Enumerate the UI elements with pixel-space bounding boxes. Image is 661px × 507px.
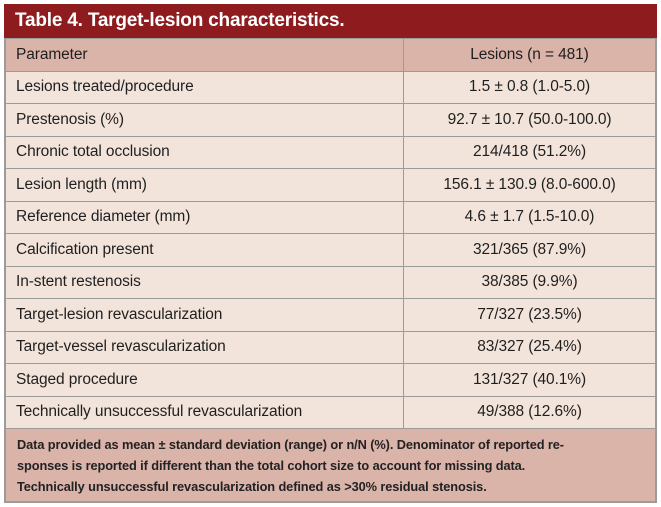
- value-cell: 38/385 (9.9%): [481, 273, 578, 291]
- table-row: Calcification present 321/365 (87.9%): [6, 234, 655, 267]
- table-row: Staged procedure 131/327 (40.1%): [6, 364, 655, 397]
- table-footnote: Data provided as mean ± standard deviati…: [6, 429, 655, 501]
- target-lesion-characteristics-table: Table 4. Target-lesion characteristics. …: [4, 4, 657, 503]
- table-row: Target-lesion revascularization 77/327 (…: [6, 299, 655, 332]
- value-cell: 156.1 ± 130.9 (8.0-600.0): [443, 175, 616, 193]
- value-cell: 4.6 ± 1.7 (1.5-10.0): [464, 208, 595, 226]
- table-row: Lesion length (mm) 156.1 ± 130.9 (8.0-60…: [6, 169, 655, 202]
- parameter-cell: Lesion length (mm): [6, 169, 404, 201]
- table-row: Prestenosis (%) 92.7 ± 10.7 (50.0-100.0): [6, 104, 655, 137]
- parameter-cell: Prestenosis (%): [6, 104, 404, 136]
- table-row: Reference diameter (mm) 4.6 ± 1.7 (1.5-1…: [6, 201, 655, 234]
- value-cell: 77/327 (23.5%): [477, 305, 582, 323]
- parameter-cell: Lesions treated/procedure: [6, 71, 404, 103]
- value-cell: 49/388 (12.6%): [477, 403, 582, 421]
- parameter-cell: Reference diameter (mm): [6, 201, 404, 233]
- table-title: Table 4. Target-lesion characteristics.: [15, 10, 345, 31]
- table-row: Target-vessel revascularization 83/327 (…: [6, 331, 655, 364]
- value-cell: 1.5 ± 0.8 (1.0-5.0): [468, 78, 591, 96]
- value-cell: 131/327 (40.1%): [472, 370, 587, 388]
- parameter-cell: Target-lesion revascularization: [6, 299, 404, 331]
- table-row: Technically unsuccessful revascularizati…: [6, 396, 655, 429]
- parameter-cell: Chronic total occlusion: [6, 136, 404, 168]
- table-row: Lesions treated/procedure 1.5 ± 0.8 (1.0…: [6, 71, 655, 104]
- parameter-cell: In-stent restenosis: [6, 266, 404, 298]
- header-parameter-cell: Parameter: [6, 39, 404, 71]
- table-row: In-stent restenosis 38/385 (9.9%): [6, 266, 655, 299]
- table-header-row: Parameter Lesions (n = 481): [6, 39, 655, 72]
- footnote-line: sponses is reported if different than th…: [17, 458, 526, 473]
- header-value-cell: Lesions (n = 481): [470, 45, 589, 63]
- table-row: Chronic total occlusion 214/418 (51.2%): [6, 136, 655, 169]
- parameter-cell: Target-vessel revascularization: [6, 331, 404, 363]
- footnote-line: Data provided as mean ± standard deviati…: [17, 437, 564, 452]
- parameter-cell: Technically unsuccessful revascularizati…: [6, 396, 404, 428]
- footnote-line: Technically unsuccessful revascularizati…: [17, 479, 487, 494]
- value-cell: 92.7 ± 10.7 (50.0-100.0): [447, 110, 612, 128]
- parameter-cell: Staged procedure: [6, 364, 404, 396]
- value-cell: 321/365 (87.9%): [472, 240, 587, 258]
- table-title-bar: Table 4. Target-lesion characteristics.: [4, 4, 657, 38]
- parameter-cell: Calcification present: [6, 234, 404, 266]
- value-cell: 83/327 (25.4%): [477, 338, 582, 356]
- value-cell: 214/418 (51.2%): [472, 143, 587, 161]
- table-grid: Parameter Lesions (n = 481) Lesions trea…: [4, 38, 657, 503]
